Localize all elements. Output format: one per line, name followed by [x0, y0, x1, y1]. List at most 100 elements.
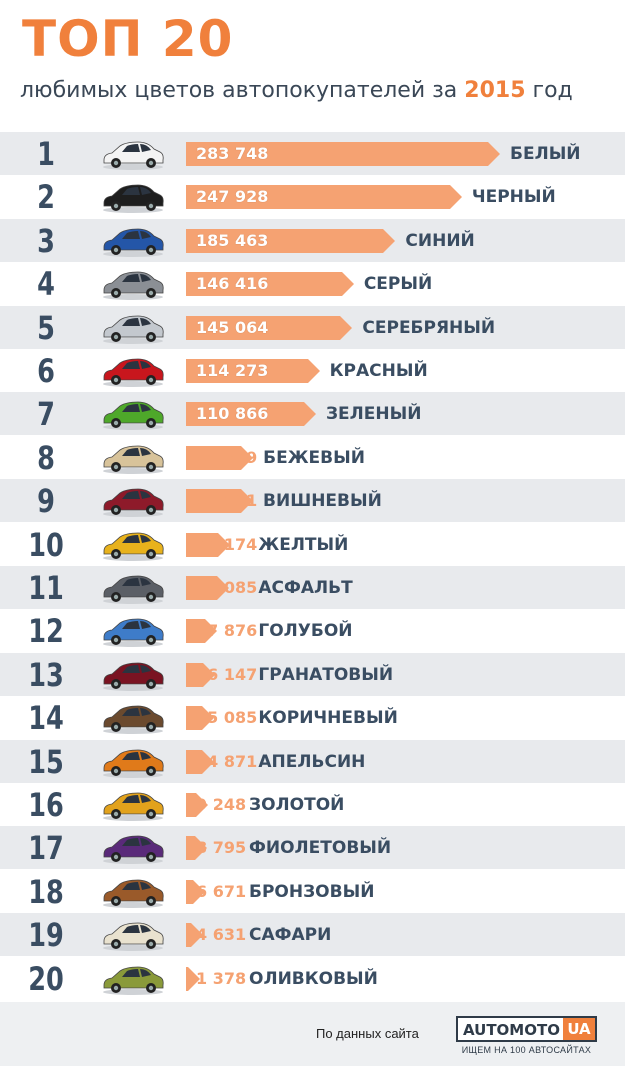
bar-arrow-tip [190, 923, 203, 948]
bar-value-label: 16 147 [196, 664, 258, 684]
bar-arrow-tip [193, 879, 206, 904]
bar-value-label: 110 866 [196, 404, 269, 424]
chart-row: 13 16 147 ГРАНАТОВЫЙ [0, 652, 625, 696]
bar-arrow-tip [241, 489, 254, 514]
bar-value-label: 51 691 [196, 491, 258, 511]
bar [186, 402, 304, 427]
bar-value-label: 114 273 [196, 361, 269, 380]
chart-row: 17 8 795 ФИОЛЕТОВЫЙ [0, 826, 625, 870]
bar-arrow-tip [303, 402, 316, 427]
car-icon [103, 966, 164, 995]
rank-number: 19 [28, 916, 64, 955]
chart-row: 5 145 064 СЕРЕБРЯНЫЙ [0, 305, 625, 349]
car-icon [103, 488, 164, 518]
bar-arrow-tip [202, 706, 215, 731]
car-icon [103, 445, 164, 474]
bar [186, 185, 450, 210]
car-icon [103, 315, 164, 344]
chart-row: 20 1 378 ОЛИВКОВЫЙ [0, 957, 625, 1000]
bar-value-label: 29 085 [196, 578, 258, 597]
source-label: По данных сайта [316, 1026, 419, 1041]
car-icon [103, 922, 164, 952]
rank-number: 8 [37, 438, 55, 477]
bar-arrow-tip [241, 445, 254, 470]
chart-row: 7 110 866 ЗЕЛЕНЫЙ [0, 392, 625, 436]
car-icon [103, 879, 164, 908]
chart-row: 15 14 871 АПЕЛЬСИН [0, 739, 625, 783]
bar-value-label: 9 248 [196, 795, 247, 814]
bar-value-label: 145 064 [196, 317, 269, 337]
bar [186, 619, 206, 644]
bar-value-label: 283 748 [196, 144, 269, 163]
chart-row: 6 114 273 КРАСНЫЙ [0, 349, 625, 392]
color-name-label: СЕРЕБРЯНЫЙ [362, 317, 496, 338]
rank-number: 4 [37, 265, 55, 304]
rank-number: 1 [37, 135, 55, 173]
logo-text: AUTOMOTO [463, 1021, 560, 1039]
chart-row: 2 247 928 ЧЕРНЫЙ [0, 175, 625, 218]
rank-number: 17 [28, 829, 64, 868]
rank-number: 20 [28, 959, 64, 998]
bar [186, 706, 203, 731]
bar [186, 662, 204, 687]
chart-row: 19 4 631 САФАРИ [0, 913, 625, 957]
bar [186, 359, 308, 383]
chart-row: 1 283 748 БЕЛЫЙ [0, 132, 625, 175]
bar [186, 923, 191, 948]
bar-arrow-tip [383, 228, 396, 253]
color-name-label: КОРИЧНЕВЫЙ [258, 708, 398, 729]
rank-number: 11 [28, 569, 64, 607]
chart-row: 8 51 839 БЕЖЕВЫЙ [0, 436, 625, 479]
bar-arrow-tip [340, 315, 353, 340]
rank-number: 9 [37, 482, 55, 521]
subtitle-suffix: год [525, 78, 573, 103]
car-icon [103, 749, 164, 778]
chart-row: 3 185 463 СИНИЙ [0, 218, 625, 262]
bar [186, 576, 217, 600]
chart-row: 14 15 085 КОРИЧНЕВЫЙ [0, 696, 625, 739]
bar [186, 272, 342, 297]
color-name-label: САФАРИ [249, 925, 332, 946]
color-name-label: КРАСНЫЙ [329, 361, 428, 381]
page-title: ТОП 20 [22, 10, 234, 68]
subtitle-text: любимых цветов автопокупателей за [20, 78, 465, 103]
automoto-logo[interactable]: AUTOMOTO UA [456, 1016, 597, 1042]
rank-number: 5 [37, 308, 55, 347]
bar-arrow-tip [201, 749, 214, 774]
rank-number: 12 [28, 612, 64, 651]
car-icon [103, 792, 164, 821]
bar-arrow-tip [449, 185, 462, 210]
logo-tagline: ИЩЕМ НА 100 АВТОСАЙТАХ [461, 1045, 592, 1055]
rank-number: 13 [28, 655, 64, 694]
bar-value-label: 17 876 [196, 621, 258, 641]
color-name-label: БЕЛЫЙ [510, 144, 581, 164]
car-icon [103, 705, 164, 735]
color-name-label: ЧЕРНЫЙ [471, 187, 556, 208]
car-icon [103, 401, 164, 431]
color-name-label: БЕЖЕВЫЙ [263, 447, 365, 468]
chart-row: 11 29 085 АСФАЛЬТ [0, 566, 625, 609]
bar-arrow-tip [307, 359, 320, 383]
bar-arrow-tip [195, 836, 208, 861]
bar [186, 532, 219, 557]
rank-number: 14 [28, 699, 64, 738]
color-name-label: СЕРЫЙ [363, 274, 433, 295]
bar-arrow-tip [341, 272, 354, 297]
header: ТОП 20 любимых цветов автопокупателей за… [0, 0, 625, 128]
rank-number: 18 [28, 872, 64, 911]
car-icon [103, 228, 164, 257]
bar-value-label: 185 463 [196, 230, 269, 250]
bar [186, 879, 194, 904]
bar-arrow-tip [195, 793, 208, 817]
rank-number: 2 [37, 178, 55, 217]
color-name-label: ЗЕЛЕНЫЙ [325, 404, 422, 425]
bar-value-label: 247 928 [196, 187, 269, 207]
color-name-label: ОЛИВКОВЫЙ [249, 968, 378, 989]
rank-number: 7 [37, 395, 55, 434]
car-icon [103, 271, 164, 301]
bar-value-label: 8 795 [196, 838, 247, 858]
subtitle-year: 2015 [464, 78, 526, 103]
bar-arrow-tip [188, 966, 200, 991]
rank-number: 10 [28, 525, 64, 564]
color-name-label: ФИОЛЕТОВЫЙ [249, 838, 392, 859]
